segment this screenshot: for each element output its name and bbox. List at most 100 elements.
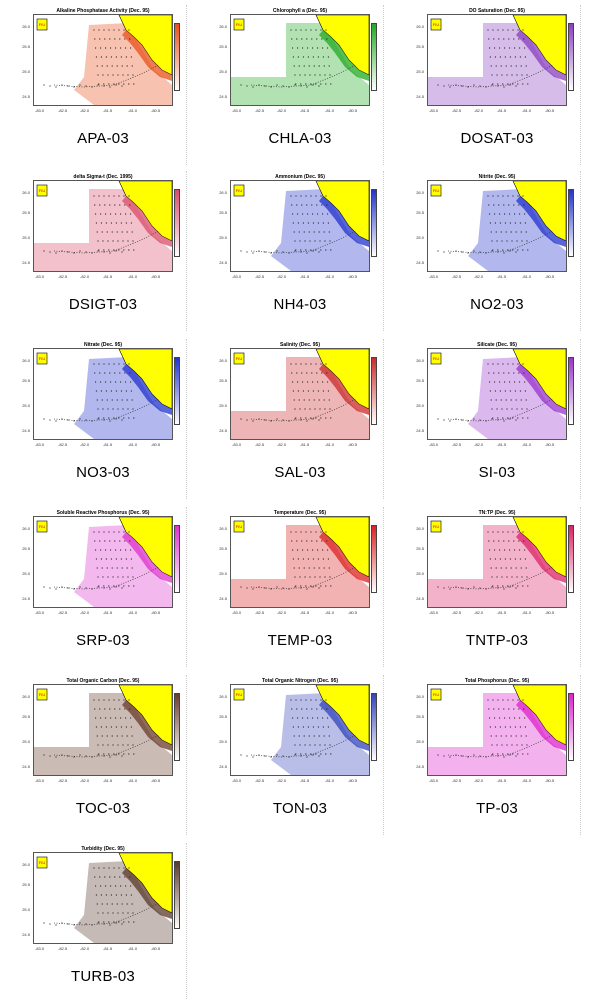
map-title: Nitrite (Dec. 95)	[478, 174, 516, 180]
station-dot	[509, 47, 511, 49]
station-dot	[99, 372, 101, 374]
station-dot	[487, 195, 489, 197]
coastal-gradient	[122, 868, 172, 919]
panel-separator	[383, 675, 384, 835]
panel-caption: TOC-03	[75, 800, 131, 817]
station-dot	[308, 567, 310, 569]
station-dot	[317, 56, 319, 58]
station-dot	[103, 587, 105, 589]
x-tick-label: -83.0	[232, 610, 242, 615]
station-dot	[485, 420, 487, 422]
station-dot	[493, 708, 495, 710]
station-dot	[79, 250, 81, 252]
station-dot	[522, 83, 524, 85]
station-dot	[123, 83, 125, 85]
station-dot	[55, 86, 57, 88]
station-dot	[128, 585, 130, 587]
station-dot	[124, 204, 126, 206]
station-dot	[327, 549, 329, 551]
station-dot	[492, 585, 494, 587]
fiu-logo-text: FIU	[433, 524, 440, 529]
station-dot	[492, 417, 494, 419]
y-tick-label: 26.0	[22, 358, 30, 363]
station-dot	[102, 744, 104, 746]
station-dot	[290, 29, 292, 31]
station-dot	[109, 588, 111, 590]
station-dot	[497, 417, 499, 419]
station-dot	[524, 549, 526, 551]
station-dot	[299, 408, 301, 410]
station-dot	[123, 921, 125, 923]
station-dot	[246, 755, 248, 757]
station-dot	[123, 363, 125, 365]
station-dot	[297, 390, 299, 392]
station-dot	[327, 558, 329, 560]
station-dot	[91, 588, 93, 590]
station-dot	[330, 249, 332, 251]
station-dot	[126, 567, 128, 569]
station-dot	[499, 222, 501, 224]
station-dot	[288, 252, 290, 254]
station-dot	[124, 372, 126, 374]
station-dot	[318, 587, 320, 589]
station-dot	[520, 735, 522, 737]
station-dot	[517, 195, 519, 197]
x-axis-ticks: -83.0 -82.5 -82.0 -81.5 -81.0 -80.5	[427, 274, 567, 282]
station-dot	[130, 381, 132, 383]
station-dot	[126, 903, 128, 905]
y-tick-label: 25.5	[416, 546, 424, 551]
station-dot	[49, 923, 51, 925]
station-dot	[298, 399, 300, 401]
map-panel: Nitrate (Dec. 95) FIU 26.0 25.5 25.0 24.5 -83.…	[8, 339, 198, 504]
station-dot	[292, 726, 294, 728]
station-dot	[132, 912, 134, 914]
station-dot	[291, 540, 293, 542]
fiu-logo-text: FIU	[236, 188, 243, 193]
station-dot	[505, 735, 507, 737]
station-dot	[504, 47, 506, 49]
station-dot	[100, 717, 102, 719]
station-dot	[115, 47, 117, 49]
station-dot	[522, 417, 524, 419]
station-dot	[97, 418, 99, 420]
y-tick-label: 25.5	[416, 210, 424, 215]
x-axis-ticks: -83.0 -82.5 -82.0 -81.5 -81.0 -80.5	[230, 778, 370, 786]
coastal-gradient	[319, 700, 369, 751]
map-panel: Temperature (Dec. 95) FIU 26.0 25.5 25.0 24.5…	[205, 507, 395, 672]
station-dot	[507, 585, 509, 587]
color-scale	[568, 525, 574, 593]
station-dot	[115, 381, 117, 383]
station-dot	[122, 240, 124, 242]
station-dot	[321, 204, 323, 206]
fiu-logo-text: FIU	[39, 22, 46, 27]
station-dot	[292, 717, 294, 719]
station-dot	[506, 576, 508, 578]
station-dot	[524, 47, 526, 49]
station-dot	[307, 390, 309, 392]
station-dot	[502, 699, 504, 701]
station-dot	[519, 222, 521, 224]
y-tick-label: 25.0	[416, 69, 424, 74]
station-dot	[497, 29, 499, 31]
station-dot	[479, 419, 481, 421]
station-dot	[492, 363, 494, 365]
station-dot	[131, 735, 133, 737]
map-frame: FIU	[427, 14, 567, 106]
keys-chain	[53, 64, 160, 88]
station-dot	[105, 213, 107, 215]
station-dot	[514, 381, 516, 383]
station-dot	[312, 390, 314, 392]
x-tick-label: -83.0	[35, 946, 45, 951]
station-dot	[295, 83, 297, 85]
station-dot	[246, 587, 248, 589]
station-dot	[315, 195, 317, 197]
coastal-gradient	[319, 532, 369, 583]
station-dot	[317, 390, 319, 392]
station-dot	[318, 567, 320, 569]
station-dot	[298, 735, 300, 737]
station-dot	[106, 231, 108, 233]
station-dot	[497, 85, 499, 87]
station-dot	[325, 363, 327, 365]
station-dot	[305, 195, 307, 197]
x-tick-label: -81.0	[522, 442, 532, 447]
